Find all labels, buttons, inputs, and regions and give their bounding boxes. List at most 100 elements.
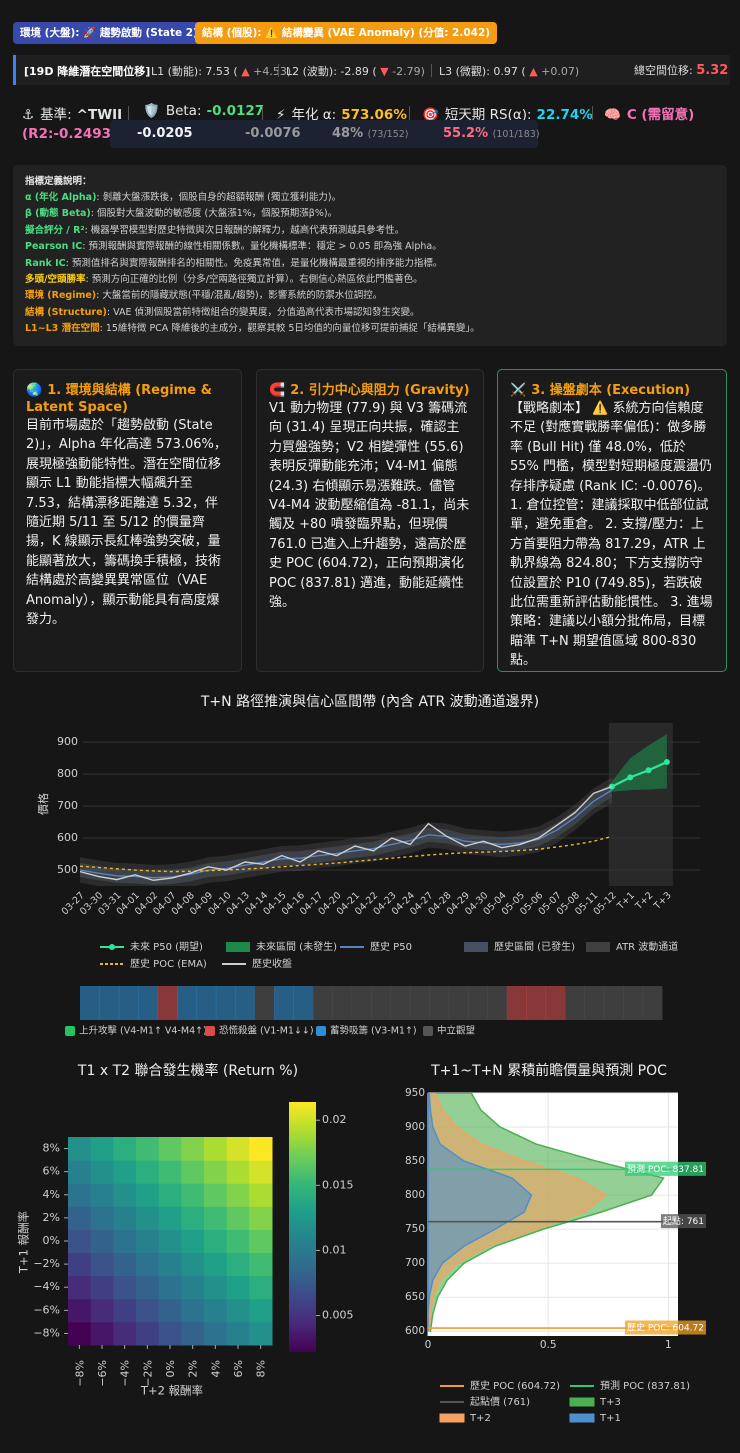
legend-label: 起點價 (761) (470, 1395, 530, 1408)
heat-cell (136, 1275, 160, 1300)
stat-sub: (73/152) (367, 129, 409, 140)
definitions-heading: 指標定義說明： (25, 176, 92, 187)
regime-segment (177, 986, 197, 1020)
legend-swatch (464, 942, 488, 952)
metric-value: -0.0127 (206, 103, 265, 119)
metric-icon: ⚡ (276, 107, 286, 123)
heat-cell (204, 1183, 228, 1207)
regime-segment (118, 986, 139, 1020)
heat-cell (204, 1229, 228, 1254)
legend-label: 歷史收盤 (252, 957, 292, 970)
annotation-label: 起點: 761 (663, 1215, 704, 1227)
heat-cell (181, 1206, 205, 1230)
regime-segment (584, 986, 605, 1020)
heat-cell (249, 1229, 273, 1254)
annotation: 預測 POC: 837.81 (624, 1161, 706, 1176)
stat: -0.0205 (137, 126, 193, 141)
legend-label: 歷史 POC (EMA) (130, 958, 207, 970)
y-tick-label: 950 (405, 1087, 425, 1099)
metric-value: 22.74% (536, 107, 593, 123)
definition-term: Rank IC (25, 257, 66, 269)
regime-segment (545, 986, 566, 1020)
heat-cell (90, 1206, 114, 1230)
colorbar-label: 0.01 (322, 1243, 347, 1256)
card-title: 🌏 1. 環境與結構 (Regime & Latent Space) (26, 382, 229, 416)
heat-cell (249, 1137, 273, 1161)
metric-value: ^TWII (76, 107, 123, 123)
regime-segment (351, 986, 372, 1020)
metric-value: C (需留意) (626, 107, 695, 123)
y-tick-label: 600 (57, 831, 78, 844)
stat: 55.2% (101/183) (443, 126, 540, 141)
card-title-text: 3. 操盤劇本 (Execution) (531, 383, 691, 398)
heat-cell (136, 1183, 160, 1207)
definition-text: : 個股對大盤波動的敏感度 (大盤漲1%，個股預期漲β%)。 (90, 208, 338, 220)
heat-cell (136, 1229, 160, 1254)
annotation-label: 歷史 POC: 604.72 (627, 1322, 704, 1334)
legend-label: T+1 (599, 1413, 621, 1424)
heat-cell (181, 1137, 205, 1161)
regime-segment (138, 986, 159, 1020)
separator (431, 64, 432, 77)
heat-cell (249, 1252, 273, 1277)
regime-segment (526, 986, 547, 1020)
heat-cell (181, 1321, 205, 1346)
metric: 🧠 C (需留意) (604, 103, 694, 123)
heat-cell (68, 1229, 92, 1254)
x-tick-label: −2% (141, 1360, 154, 1387)
heat-cell (90, 1137, 114, 1161)
metric-label: 短天期 RS(α): (444, 107, 532, 123)
y-axis-label: 價格 (36, 793, 50, 815)
heat-cell (136, 1206, 160, 1230)
definition-text: : 預測值排名與實際報酬排名的相關性。免疫異常值，是量化機構最重視的排序能力指標… (65, 257, 443, 269)
latent-arrow: ▼ (380, 65, 389, 78)
heat-cell (158, 1275, 182, 1300)
heat-cell (136, 1321, 160, 1346)
y-tick-label: −8% (33, 1326, 60, 1339)
definition-term: 結構 (Structure) (25, 306, 107, 318)
heat-cell (249, 1298, 273, 1323)
regime-segment (332, 986, 353, 1020)
annotation: 歷史 POC: 604.72 (624, 1320, 706, 1335)
heat-cell (158, 1206, 182, 1230)
regime-swatch (205, 1026, 215, 1036)
point (645, 767, 652, 774)
annotation: 起點: 761 (660, 1214, 706, 1229)
definition-term: 多頭/空頭勝率 (25, 274, 86, 286)
legend-swatch (226, 942, 250, 952)
x-tick-label: 0% (164, 1360, 177, 1377)
latent-bar: [19D 降維潛在空間位移] L1 (動能): 7.53 ( ▲ +4.53) … (13, 55, 730, 85)
latent-delta: -2.79) (392, 65, 425, 78)
stat: -0.0076 (245, 126, 301, 141)
latent-title: [19D 降維潛在空間位移] (24, 65, 151, 78)
heat-cell (226, 1321, 250, 1346)
chart-title: T1 x T2 聯合發生機率 (Return %) (77, 1062, 298, 1079)
legend-swatch (569, 1397, 595, 1407)
regime-label: 恐慌殺盤 (V1-M1↓↓) (219, 1025, 314, 1037)
metric-icon: ⚓ (22, 107, 35, 123)
heat-cell (226, 1298, 250, 1323)
heat-cell (249, 1183, 273, 1207)
y-tick-label: 8% (43, 1142, 60, 1155)
heat-cell (136, 1137, 160, 1161)
heat-cell (68, 1321, 92, 1346)
legend-label: T+2 (469, 1413, 491, 1424)
y-tick-label: 600 (405, 1325, 425, 1337)
latent-arrow: ▲ (529, 65, 538, 78)
heat-cell (226, 1206, 250, 1230)
separator (409, 106, 410, 120)
heat-cell (68, 1206, 92, 1230)
regime-segment (487, 986, 508, 1020)
regime-badge: 環境 (大盤): 🚀 趨勢啟動 (State 2) (13, 22, 205, 44)
heat-cell (158, 1229, 182, 1254)
regime-segment (80, 986, 100, 1020)
regime-segment (371, 986, 391, 1020)
x-tick-label: −4% (119, 1360, 132, 1387)
heat-cell (158, 1137, 182, 1161)
heat-cell (68, 1137, 92, 1161)
latent-item: L3 (微觀): 0.97 ( ▲ +0.07) (439, 63, 579, 79)
regime-segment (623, 986, 644, 1020)
metric-icon: 🎯 (422, 107, 439, 123)
heat-cell (113, 1298, 137, 1323)
card-icon: 🌏 (26, 383, 43, 398)
